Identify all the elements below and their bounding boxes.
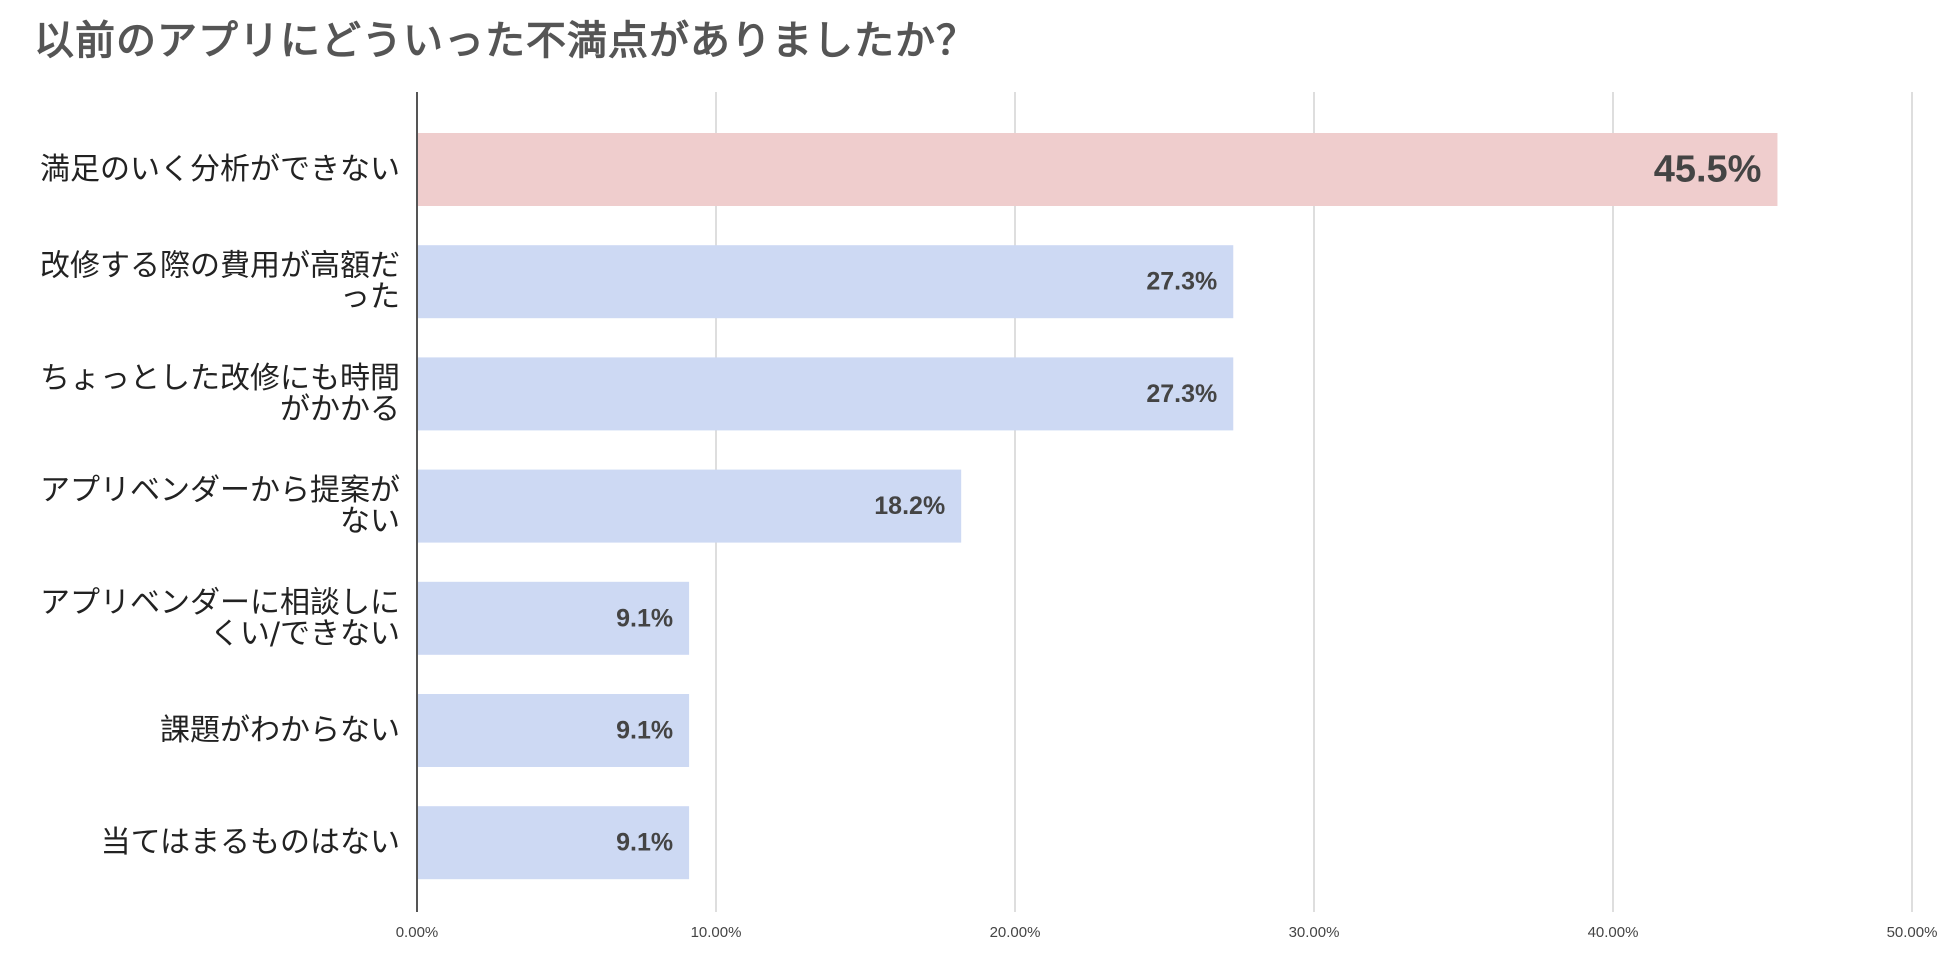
category-label-line: ちょっとした改修にも時間 xyxy=(40,361,400,396)
x-tick-label: 20.00% xyxy=(990,924,1041,941)
value-label: 9.1% xyxy=(616,829,673,857)
category-label: 当てはまるものはない xyxy=(101,825,400,860)
category-label-line: った xyxy=(340,280,400,315)
x-tick-label: 40.00% xyxy=(1588,924,1639,941)
category-labels: 満足のいく分析ができない改修する際の費用が高額だったちょっとした改修にも時間がか… xyxy=(40,152,400,860)
bar xyxy=(418,245,1234,319)
category-label: 満足のいく分析ができない xyxy=(40,152,400,187)
category-label: アプリベンダーから提案がない xyxy=(40,473,400,539)
value-labels: 45.5% 27.3% 27.3% 18.2% 9.1% 9.1% 9.1% xyxy=(616,149,1761,857)
category-label-line: くい/できない xyxy=(210,616,400,651)
x-tick-label: 10.00% xyxy=(691,924,742,941)
category-label-line: 課題がわからない xyxy=(160,713,400,748)
chart-title: 以前のアプリにどういった不満点がありましたか？ xyxy=(34,18,977,64)
category-label-line: アプリベンダーから提案が xyxy=(40,473,400,508)
category-label-line: 改修する際の費用が高額だ xyxy=(40,249,400,284)
value-label: 45.5% xyxy=(1654,149,1762,191)
x-tick-label: 30.00% xyxy=(1289,924,1340,941)
value-label: 27.3% xyxy=(1146,268,1217,296)
category-label-line: 当てはまるものはない xyxy=(101,825,400,860)
x-tick-label: 0.00% xyxy=(396,924,439,941)
bar xyxy=(418,133,1778,206)
value-label: 9.1% xyxy=(616,604,673,632)
category-label-line: ない xyxy=(340,504,400,539)
category-label: 課題がわからない xyxy=(160,713,400,748)
category-label-line: がかかる xyxy=(280,392,400,427)
bars xyxy=(418,133,1778,880)
category-label: ちょっとした改修にも時間がかかる xyxy=(40,361,400,427)
x-tick-label: 50.00% xyxy=(1887,924,1938,941)
gridlines xyxy=(715,92,1913,912)
category-label-line: 満足のいく分析ができない xyxy=(40,152,400,187)
category-label: 改修する際の費用が高額だった xyxy=(40,249,400,315)
category-label: アプリベンダーに相談しにくい/できない xyxy=(40,585,400,651)
x-tick-labels: 0.00% 10.00% 20.00% 30.00% 40.00% 50.00% xyxy=(396,924,1938,941)
bar xyxy=(418,581,690,655)
value-label: 18.2% xyxy=(874,492,945,520)
value-label: 27.3% xyxy=(1146,380,1217,408)
bar xyxy=(418,357,1234,431)
value-label: 9.1% xyxy=(616,717,673,745)
category-label-line: アプリベンダーに相談しに xyxy=(40,585,400,620)
bar xyxy=(418,694,690,767)
bar xyxy=(418,469,962,543)
bar xyxy=(418,806,690,880)
